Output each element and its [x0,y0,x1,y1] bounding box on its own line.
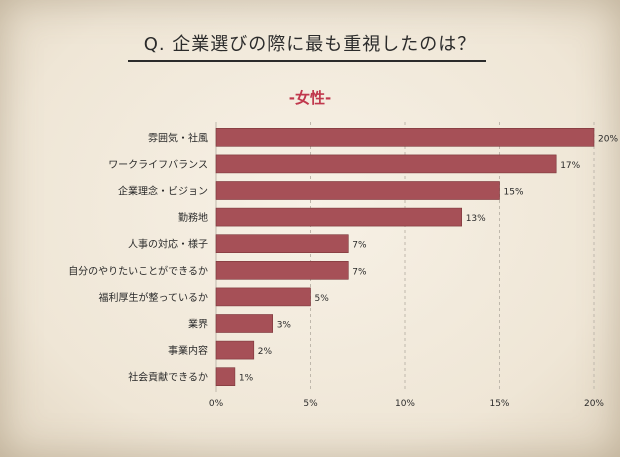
value-labels: 20% 17% 15% 13% 7% 7% 5% 3% 2% 1% [239,134,619,383]
value-label: 2% [258,347,273,357]
category-label: 雰囲気・社風 [148,131,208,144]
value-label: 3% [277,321,292,331]
bar [215,207,462,227]
category-labels: 雰囲気・社風ワークライフバランス企業理念・ビジョン勤務地人事の対応・様子自分のや… [68,131,208,383]
chart-subtitle: -女性- [288,89,332,107]
value-label: 5% [315,294,330,304]
bar [215,367,236,387]
bar [215,260,349,280]
x-tick-label: 15% [489,399,509,409]
value-label: 13% [466,214,486,224]
bar [215,154,557,174]
value-label: 17% [560,161,580,171]
chart-title: Q. 企業選びの際に最も重視したのは？ [143,34,477,55]
x-tick-label: 0% [209,399,224,409]
bar [215,128,595,147]
bar [215,340,255,360]
x-tick-label: 10% [395,399,415,409]
category-label: ワークライフバランス [108,159,208,171]
x-tick-label: 20% [584,399,604,409]
value-label: 7% [352,241,367,251]
x-axis-ticks: 0% 5% 10% 15% 20% [209,399,605,409]
category-label: 業界 [188,318,208,331]
value-label: 15% [504,188,524,198]
value-label: 20% [598,134,618,144]
bar [215,234,349,253]
bar [215,181,500,200]
category-label: 企業理念・ビジョン [118,185,208,198]
value-label: 7% [352,267,367,277]
category-label: 人事の対応・様子 [128,238,208,251]
title-underline [128,60,486,62]
value-label: 1% [239,374,254,384]
bar [215,314,274,333]
bar [215,287,311,307]
category-label: 自分のやりたいことができるか [68,264,208,277]
category-label: 福利厚生が整っているか [99,291,209,304]
category-label: 勤務地 [178,211,208,224]
category-label: 事業内容 [168,344,208,357]
x-tick-label: 5% [303,399,318,409]
category-label: 社会貢献できるか [128,371,208,384]
bars [215,128,595,387]
